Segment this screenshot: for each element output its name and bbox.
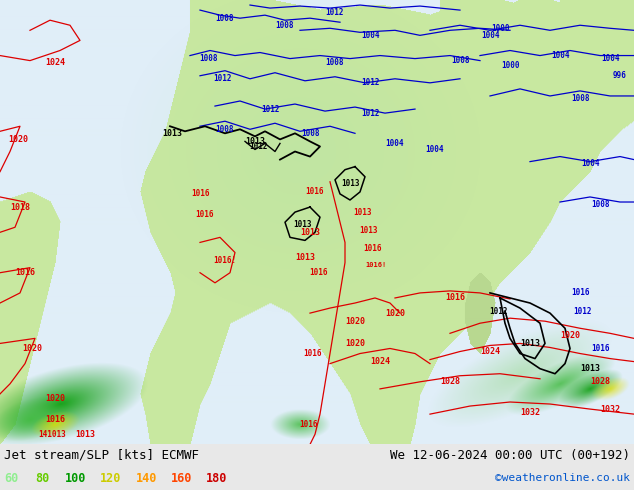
Text: 1028: 1028 xyxy=(440,377,460,386)
Text: 1016: 1016 xyxy=(196,210,214,219)
Text: 1012: 1012 xyxy=(249,142,268,151)
Text: 1032: 1032 xyxy=(600,405,620,414)
Text: 1016: 1016 xyxy=(591,344,609,353)
Text: 1013: 1013 xyxy=(300,228,320,237)
Text: 141013: 141013 xyxy=(38,430,66,439)
Text: 1004: 1004 xyxy=(361,31,379,40)
Text: Jet stream/SLP [kts] ECMWF: Jet stream/SLP [kts] ECMWF xyxy=(4,449,199,462)
Text: 1020: 1020 xyxy=(385,309,405,318)
Text: We 12-06-2024 00:00 UTC (00+192): We 12-06-2024 00:00 UTC (00+192) xyxy=(390,449,630,462)
Text: 1013: 1013 xyxy=(340,179,359,188)
Text: 1020: 1020 xyxy=(345,317,365,326)
Text: 1012: 1012 xyxy=(361,78,379,87)
Text: 1004: 1004 xyxy=(551,51,569,60)
Text: 1020: 1020 xyxy=(22,344,42,353)
Text: 1024: 1024 xyxy=(45,58,65,67)
Text: 1008: 1008 xyxy=(571,95,589,103)
Text: 1018: 1018 xyxy=(10,202,30,212)
Text: 1013: 1013 xyxy=(75,430,95,439)
Text: 1012: 1012 xyxy=(261,104,279,114)
Text: 1012: 1012 xyxy=(213,74,231,83)
Text: 1016: 1016 xyxy=(45,415,65,424)
Text: 1008: 1008 xyxy=(451,56,469,65)
Text: 1008: 1008 xyxy=(276,21,294,30)
Text: 1020: 1020 xyxy=(560,331,580,340)
Text: 1016: 1016 xyxy=(15,268,35,277)
Text: 1008: 1008 xyxy=(216,14,234,23)
Text: 1013: 1013 xyxy=(295,253,315,262)
Text: 1016: 1016 xyxy=(306,187,324,196)
Text: 1004: 1004 xyxy=(385,139,404,148)
Text: 1013: 1013 xyxy=(359,226,377,235)
Text: 1020: 1020 xyxy=(45,394,65,403)
Text: 160: 160 xyxy=(171,471,192,485)
Text: 1013: 1013 xyxy=(245,137,265,146)
Text: 1024: 1024 xyxy=(480,347,500,356)
Text: 1013: 1013 xyxy=(354,208,372,217)
Text: 1008: 1008 xyxy=(198,54,217,63)
Text: 1012: 1012 xyxy=(489,307,507,316)
Text: 1028: 1028 xyxy=(590,377,610,386)
Text: 1008: 1008 xyxy=(326,58,344,67)
Text: 1032: 1032 xyxy=(520,408,540,416)
Text: 140: 140 xyxy=(136,471,157,485)
Text: 1013: 1013 xyxy=(580,364,600,373)
Text: 100: 100 xyxy=(65,471,86,485)
Text: 1013: 1013 xyxy=(162,129,182,138)
Text: 996: 996 xyxy=(613,71,627,80)
Text: 1008: 1008 xyxy=(591,199,609,209)
Text: 1016: 1016 xyxy=(309,268,327,277)
Text: 1004: 1004 xyxy=(601,54,619,63)
Text: 1004: 1004 xyxy=(581,159,599,168)
Text: 60: 60 xyxy=(4,471,18,485)
Text: 80: 80 xyxy=(35,471,49,485)
Text: 1012: 1012 xyxy=(573,307,592,316)
Text: 1012: 1012 xyxy=(361,109,379,118)
Text: 1012: 1012 xyxy=(326,8,344,17)
Text: 1013: 1013 xyxy=(520,339,540,348)
Text: 1016: 1016 xyxy=(191,190,209,198)
Text: 1000: 1000 xyxy=(501,61,519,70)
Text: 1016: 1016 xyxy=(299,420,317,429)
Text: 1016: 1016 xyxy=(363,244,381,253)
Text: 1008: 1008 xyxy=(216,125,234,134)
Text: 1004: 1004 xyxy=(481,31,499,40)
Text: 1016: 1016 xyxy=(303,349,321,358)
Text: 1008: 1008 xyxy=(301,129,320,138)
Text: ©weatheronline.co.uk: ©weatheronline.co.uk xyxy=(495,473,630,483)
Text: 1016: 1016 xyxy=(571,289,589,297)
Text: 1024: 1024 xyxy=(370,357,390,366)
Text: 1016!: 1016! xyxy=(365,262,387,268)
Text: 1013: 1013 xyxy=(293,220,311,229)
Text: 1016!: 1016! xyxy=(214,256,236,265)
Text: 1020: 1020 xyxy=(345,339,365,348)
Text: 1000: 1000 xyxy=(491,24,509,33)
Text: 1020: 1020 xyxy=(8,135,28,144)
Text: 1004: 1004 xyxy=(426,145,444,154)
Text: 180: 180 xyxy=(206,471,228,485)
Text: 1016: 1016 xyxy=(445,294,465,302)
Text: 120: 120 xyxy=(100,471,121,485)
